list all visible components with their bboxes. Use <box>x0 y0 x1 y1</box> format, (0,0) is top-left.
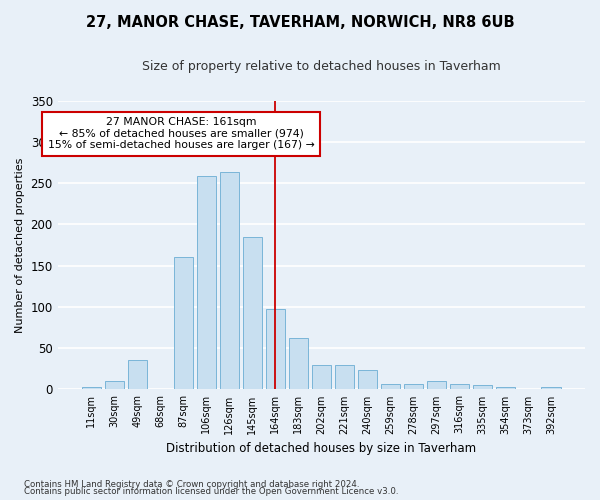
Text: 27, MANOR CHASE, TAVERHAM, NORWICH, NR8 6UB: 27, MANOR CHASE, TAVERHAM, NORWICH, NR8 … <box>86 15 514 30</box>
Text: 27 MANOR CHASE: 161sqm
← 85% of detached houses are smaller (974)
15% of semi-de: 27 MANOR CHASE: 161sqm ← 85% of detached… <box>48 117 314 150</box>
Bar <box>173 258 193 390</box>
Bar <box>104 381 124 390</box>
Bar <box>380 384 400 390</box>
Text: Contains public sector information licensed under the Open Government Licence v3: Contains public sector information licen… <box>24 487 398 496</box>
Bar <box>335 364 354 390</box>
Text: Contains HM Land Registry data © Crown copyright and database right 2024.: Contains HM Land Registry data © Crown c… <box>24 480 359 489</box>
Bar <box>404 384 423 390</box>
Title: Size of property relative to detached houses in Taverham: Size of property relative to detached ho… <box>142 60 501 73</box>
Bar <box>496 387 515 390</box>
Y-axis label: Number of detached properties: Number of detached properties <box>15 158 25 332</box>
Bar <box>82 387 101 390</box>
Bar <box>541 387 561 390</box>
Bar <box>197 176 216 390</box>
Bar <box>449 384 469 390</box>
Bar <box>358 370 377 390</box>
Bar <box>289 338 308 390</box>
Bar <box>220 172 239 390</box>
Bar <box>266 310 285 390</box>
Bar <box>128 360 147 390</box>
X-axis label: Distribution of detached houses by size in Taverham: Distribution of detached houses by size … <box>166 442 476 455</box>
Bar <box>518 388 538 390</box>
Bar <box>473 386 492 390</box>
Bar <box>427 381 446 390</box>
Bar <box>311 364 331 390</box>
Bar <box>242 236 262 390</box>
